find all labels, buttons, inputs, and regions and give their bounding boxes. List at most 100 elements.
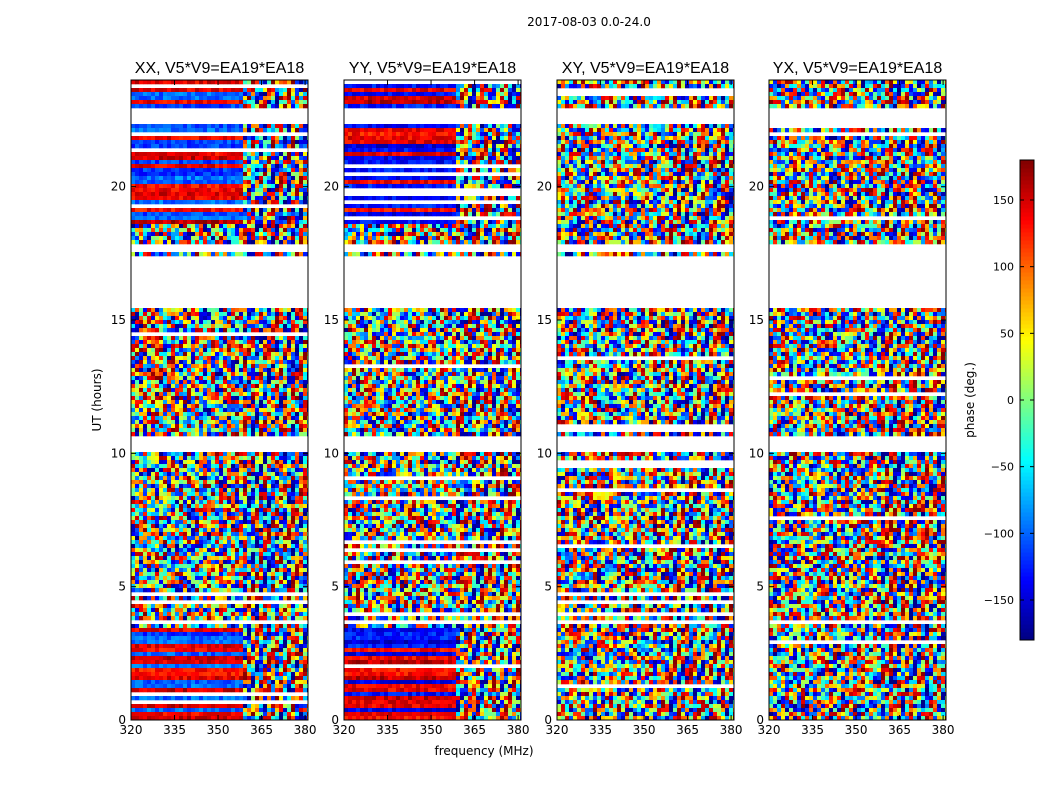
x-tick-label: 365 (463, 723, 486, 737)
colorbar-segment (1020, 588, 1034, 593)
colorbar-segment (1020, 180, 1034, 185)
y-tick-label: 15 (111, 313, 126, 327)
colorbar-segment (1020, 252, 1034, 257)
colorbar-segment (1020, 332, 1034, 337)
phase-heatmap-yy (344, 80, 521, 720)
colorbar-segment (1020, 412, 1034, 417)
colorbar-segment (1020, 280, 1034, 285)
colorbar-segment (1020, 544, 1034, 549)
panel-yx: YX, V5*V9=EA19*EA18 320 335 350 365 380 0 5 10 15… (749, 60, 955, 737)
y-tick-label: 5 (118, 580, 126, 594)
colorbar-segment (1020, 616, 1034, 621)
colorbar-segment (1020, 188, 1034, 193)
colorbar-segment (1020, 316, 1034, 321)
colorbar-segment (1020, 500, 1034, 505)
colorbar-segment (1020, 628, 1034, 633)
colorbar-segment (1020, 636, 1034, 641)
colorbar-segment (1020, 496, 1034, 501)
panel-title: YX, V5*V9=EA19*EA18 (773, 60, 943, 77)
colorbar-segment (1020, 608, 1034, 613)
colorbar-segment (1020, 420, 1034, 425)
colorbar-segment (1020, 300, 1034, 305)
colorbar-segment (1020, 556, 1034, 561)
colorbar-tick-label: 50 (1000, 327, 1014, 340)
colorbar-segment (1020, 388, 1034, 393)
colorbar-segment (1020, 548, 1034, 553)
panel-yy: YY, V5*V9=EA19*EA18 320 335 350 365 380 0 5 10 15… (324, 60, 530, 737)
colorbar-tick-label: −100 (984, 527, 1014, 540)
colorbar-segment (1020, 400, 1034, 405)
y-tick-label: 5 (544, 580, 552, 594)
colorbar-tick-label: −50 (991, 461, 1014, 474)
colorbar-segment (1020, 264, 1034, 269)
colorbar-segment (1020, 240, 1034, 245)
colorbar: −150 −100 −50 0 50 100 150 (984, 159, 1035, 641)
colorbar-segment (1020, 596, 1034, 601)
colorbar-segment (1020, 168, 1034, 173)
colorbar-tick-label: −150 (984, 594, 1014, 607)
y-tick-label: 10 (749, 446, 764, 460)
colorbar-segment (1020, 336, 1034, 341)
colorbar-segment (1020, 448, 1034, 453)
colorbar-segment (1020, 184, 1034, 189)
panels-group: XX, V5*V9=EA19*EA18 320 335 350 365 380 0 5 10 15… (111, 60, 955, 737)
colorbar-segment (1020, 224, 1034, 229)
colorbar-segment (1020, 564, 1034, 569)
colorbar-segment (1020, 220, 1034, 225)
figure-suptitle: 2017-08-03 0.0-24.0 (527, 15, 651, 29)
y-tick-label: 20 (324, 180, 339, 194)
y-tick-label: 5 (756, 580, 764, 594)
y-tick-label: 0 (544, 713, 552, 727)
x-tick-label: 365 (676, 723, 699, 737)
colorbar-segment (1020, 372, 1034, 377)
colorbar-segment (1020, 212, 1034, 217)
y-tick-label: 20 (749, 180, 764, 194)
colorbar-segment (1020, 360, 1034, 365)
colorbar-segment (1020, 584, 1034, 589)
colorbar-segment (1020, 580, 1034, 585)
colorbar-segment (1020, 248, 1034, 253)
colorbar-segment (1020, 512, 1034, 517)
colorbar-tick-label: 100 (993, 261, 1014, 274)
colorbar-segment (1020, 532, 1034, 537)
colorbar-segment (1020, 460, 1034, 465)
colorbar-label: phase (deg.) (963, 362, 977, 438)
colorbar-segment (1020, 516, 1034, 521)
x-tick-label: 380 (507, 723, 530, 737)
colorbar-segment (1020, 632, 1034, 637)
x-tick-label: 335 (801, 723, 824, 737)
colorbar-segment (1020, 256, 1034, 261)
panel-frame (556, 79, 735, 721)
x-tick-label: 380 (294, 723, 317, 737)
colorbar-segment (1020, 600, 1034, 605)
colorbar-segment (1020, 244, 1034, 249)
colorbar-segment (1020, 508, 1034, 513)
panel-xx: XX, V5*V9=EA19*EA18 320 335 350 365 380 0 5 10 15… (111, 60, 317, 737)
colorbar-segment (1020, 568, 1034, 573)
y-tick-label: 15 (749, 313, 764, 327)
x-tick-label: 365 (250, 723, 273, 737)
colorbar-segment (1020, 404, 1034, 409)
y-tick-label: 10 (324, 446, 339, 460)
colorbar-segment (1020, 276, 1034, 281)
colorbar-segment (1020, 176, 1034, 181)
x-tick-label: 320 (120, 723, 143, 737)
colorbar-segment (1020, 468, 1034, 473)
colorbar-segment (1020, 452, 1034, 457)
panel-frame (768, 79, 947, 721)
colorbar-segment (1020, 456, 1034, 461)
panel-title: YY, V5*V9=EA19*EA18 (349, 60, 516, 77)
colorbar-tick-label: 150 (993, 194, 1014, 207)
colorbar-segment (1020, 540, 1034, 545)
colorbar-segment (1020, 196, 1034, 201)
colorbar-segment (1020, 504, 1034, 509)
colorbar-segment (1020, 208, 1034, 213)
colorbar-segment (1020, 228, 1034, 233)
colorbar-tick-label: 0 (1007, 394, 1014, 407)
colorbar-segment (1020, 524, 1034, 529)
y-tick-label: 20 (537, 180, 552, 194)
colorbar-segment (1020, 464, 1034, 469)
x-tick-label: 335 (376, 723, 399, 737)
colorbar-segment (1020, 192, 1034, 197)
colorbar-segment (1020, 308, 1034, 313)
